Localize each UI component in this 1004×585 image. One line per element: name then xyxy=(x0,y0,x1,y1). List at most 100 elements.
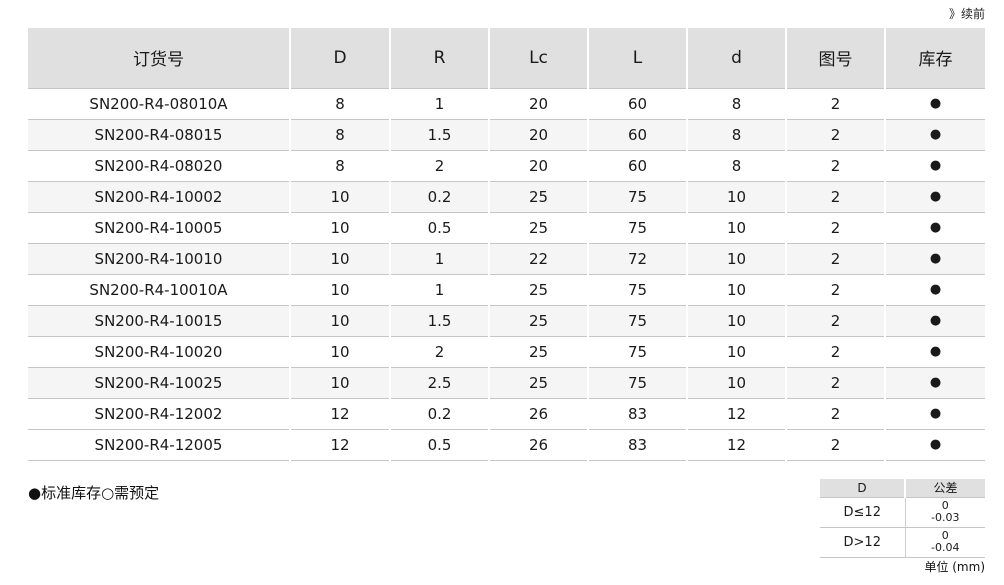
cell-Lc: 25 xyxy=(488,212,588,244)
cell-D: 12 xyxy=(289,429,390,461)
cell-D: 10 xyxy=(289,274,390,306)
cell-Lc: 20 xyxy=(488,119,588,151)
cell-R: 2.5 xyxy=(389,367,489,399)
cell-L: 75 xyxy=(587,336,687,368)
tolerance-d-range: D>12 xyxy=(820,527,905,558)
cell-order-no: SN200-R4-10002 xyxy=(28,181,290,213)
cell-d: 10 xyxy=(686,212,786,244)
cell-figure-no: 2 xyxy=(785,243,885,275)
cell-Lc: 20 xyxy=(488,88,588,120)
cell-Lc: 20 xyxy=(488,150,588,182)
cell-R: 1.5 xyxy=(389,119,489,151)
tolerance-value: 0 -0.03 xyxy=(904,497,985,528)
cell-figure-no: 2 xyxy=(785,274,885,306)
table-row: SN200-R4-10020 10 2 25 75 10 2 ● xyxy=(28,336,985,368)
cell-L: 75 xyxy=(587,367,687,399)
cell-R: 0.2 xyxy=(389,181,489,213)
cell-D: 10 xyxy=(289,181,390,213)
cell-R: 1 xyxy=(389,88,489,120)
table-row: SN200-R4-10015 10 1.5 25 75 10 2 ● xyxy=(28,305,985,337)
cell-d: 12 xyxy=(686,398,786,430)
cell-D: 10 xyxy=(289,243,390,275)
column-header-Lc: Lc xyxy=(488,28,588,89)
table-row: SN200-R4-10025 10 2.5 25 75 10 2 ● xyxy=(28,367,985,399)
cell-R: 0.5 xyxy=(389,429,489,461)
cell-figure-no: 2 xyxy=(785,367,885,399)
cell-stock-dot-icon: ● xyxy=(884,150,985,182)
column-header-figure-no: 图号 xyxy=(785,28,885,89)
cell-order-no: SN200-R4-12002 xyxy=(28,398,290,430)
cell-D: 10 xyxy=(289,336,390,368)
cell-figure-no: 2 xyxy=(785,88,885,120)
table-row: SN200-R4-08010A 8 1 20 60 8 2 ● xyxy=(28,88,985,120)
cell-figure-no: 2 xyxy=(785,181,885,213)
column-header-d: d xyxy=(686,28,786,89)
cell-L: 60 xyxy=(587,119,687,151)
cell-order-no: SN200-R4-08020 xyxy=(28,150,290,182)
column-header-order-no: 订货号 xyxy=(28,28,290,89)
tolerance-column-header-D: D xyxy=(820,479,905,498)
cell-stock-dot-icon: ● xyxy=(884,243,985,275)
cell-d: 10 xyxy=(686,336,786,368)
cell-order-no: SN200-R4-10010 xyxy=(28,243,290,275)
cell-Lc: 25 xyxy=(488,274,588,306)
cell-D: 10 xyxy=(289,305,390,337)
cell-stock-dot-icon: ● xyxy=(884,429,985,461)
cell-order-no: SN200-R4-10020 xyxy=(28,336,290,368)
column-header-R: R xyxy=(389,28,489,89)
cell-Lc: 26 xyxy=(488,429,588,461)
cell-figure-no: 2 xyxy=(785,305,885,337)
cell-figure-no: 2 xyxy=(785,119,885,151)
cell-L: 60 xyxy=(587,88,687,120)
cell-stock-dot-icon: ● xyxy=(884,367,985,399)
cell-d: 10 xyxy=(686,274,786,306)
continued-from-previous-marker: 》续前 xyxy=(948,7,985,21)
table-row: SN200-R4-12005 12 0.5 26 83 12 2 ● xyxy=(28,429,985,461)
cell-Lc: 25 xyxy=(488,336,588,368)
cell-d: 12 xyxy=(686,429,786,461)
product-table: 订货号 D R Lc L d 图号 库存 SN200-R4-08010A 8 1… xyxy=(28,28,985,461)
cell-L: 72 xyxy=(587,243,687,275)
cell-L: 75 xyxy=(587,274,687,306)
cell-D: 8 xyxy=(289,88,390,120)
product-table-body: SN200-R4-08010A 8 1 20 60 8 2 ● SN200-R4… xyxy=(28,88,985,461)
cell-stock-dot-icon: ● xyxy=(884,336,985,368)
cell-d: 10 xyxy=(686,367,786,399)
table-row: SN200-R4-10010 10 1 22 72 10 2 ● xyxy=(28,243,985,275)
cell-L: 75 xyxy=(587,212,687,244)
column-header-L: L xyxy=(587,28,687,89)
cell-d: 10 xyxy=(686,181,786,213)
cell-Lc: 25 xyxy=(488,367,588,399)
table-row: SN200-R4-12002 12 0.2 26 83 12 2 ● xyxy=(28,398,985,430)
cell-d: 10 xyxy=(686,243,786,275)
cell-stock-dot-icon: ● xyxy=(884,305,985,337)
cell-d: 8 xyxy=(686,119,786,151)
tolerance-row: D≤12 0 -0.03 xyxy=(820,497,985,528)
cell-D: 8 xyxy=(289,119,390,151)
cell-R: 0.5 xyxy=(389,212,489,244)
cell-Lc: 25 xyxy=(488,305,588,337)
cell-L: 60 xyxy=(587,150,687,182)
cell-R: 0.2 xyxy=(389,398,489,430)
cell-stock-dot-icon: ● xyxy=(884,212,985,244)
cell-stock-dot-icon: ● xyxy=(884,398,985,430)
cell-order-no: SN200-R4-10010A xyxy=(28,274,290,306)
cell-stock-dot-icon: ● xyxy=(884,88,985,120)
cell-stock-dot-icon: ● xyxy=(884,119,985,151)
cell-order-no: SN200-R4-10015 xyxy=(28,305,290,337)
stock-legend: ●标准库存○需预定 xyxy=(28,484,160,502)
cell-Lc: 26 xyxy=(488,398,588,430)
table-row: SN200-R4-10002 10 0.2 25 75 10 2 ● xyxy=(28,181,985,213)
column-header-stock: 库存 xyxy=(884,28,985,89)
cell-R: 2 xyxy=(389,150,489,182)
cell-stock-dot-icon: ● xyxy=(884,181,985,213)
cell-d: 10 xyxy=(686,305,786,337)
cell-order-no: SN200-R4-12005 xyxy=(28,429,290,461)
cell-R: 2 xyxy=(389,336,489,368)
cell-figure-no: 2 xyxy=(785,336,885,368)
cell-L: 83 xyxy=(587,398,687,430)
tolerance-table: D 公差 D≤12 0 -0.03 D>12 0 -0.04 xyxy=(820,479,985,558)
cell-L: 83 xyxy=(587,429,687,461)
tolerance-lower: -0.03 xyxy=(931,511,960,524)
column-header-D: D xyxy=(289,28,390,89)
